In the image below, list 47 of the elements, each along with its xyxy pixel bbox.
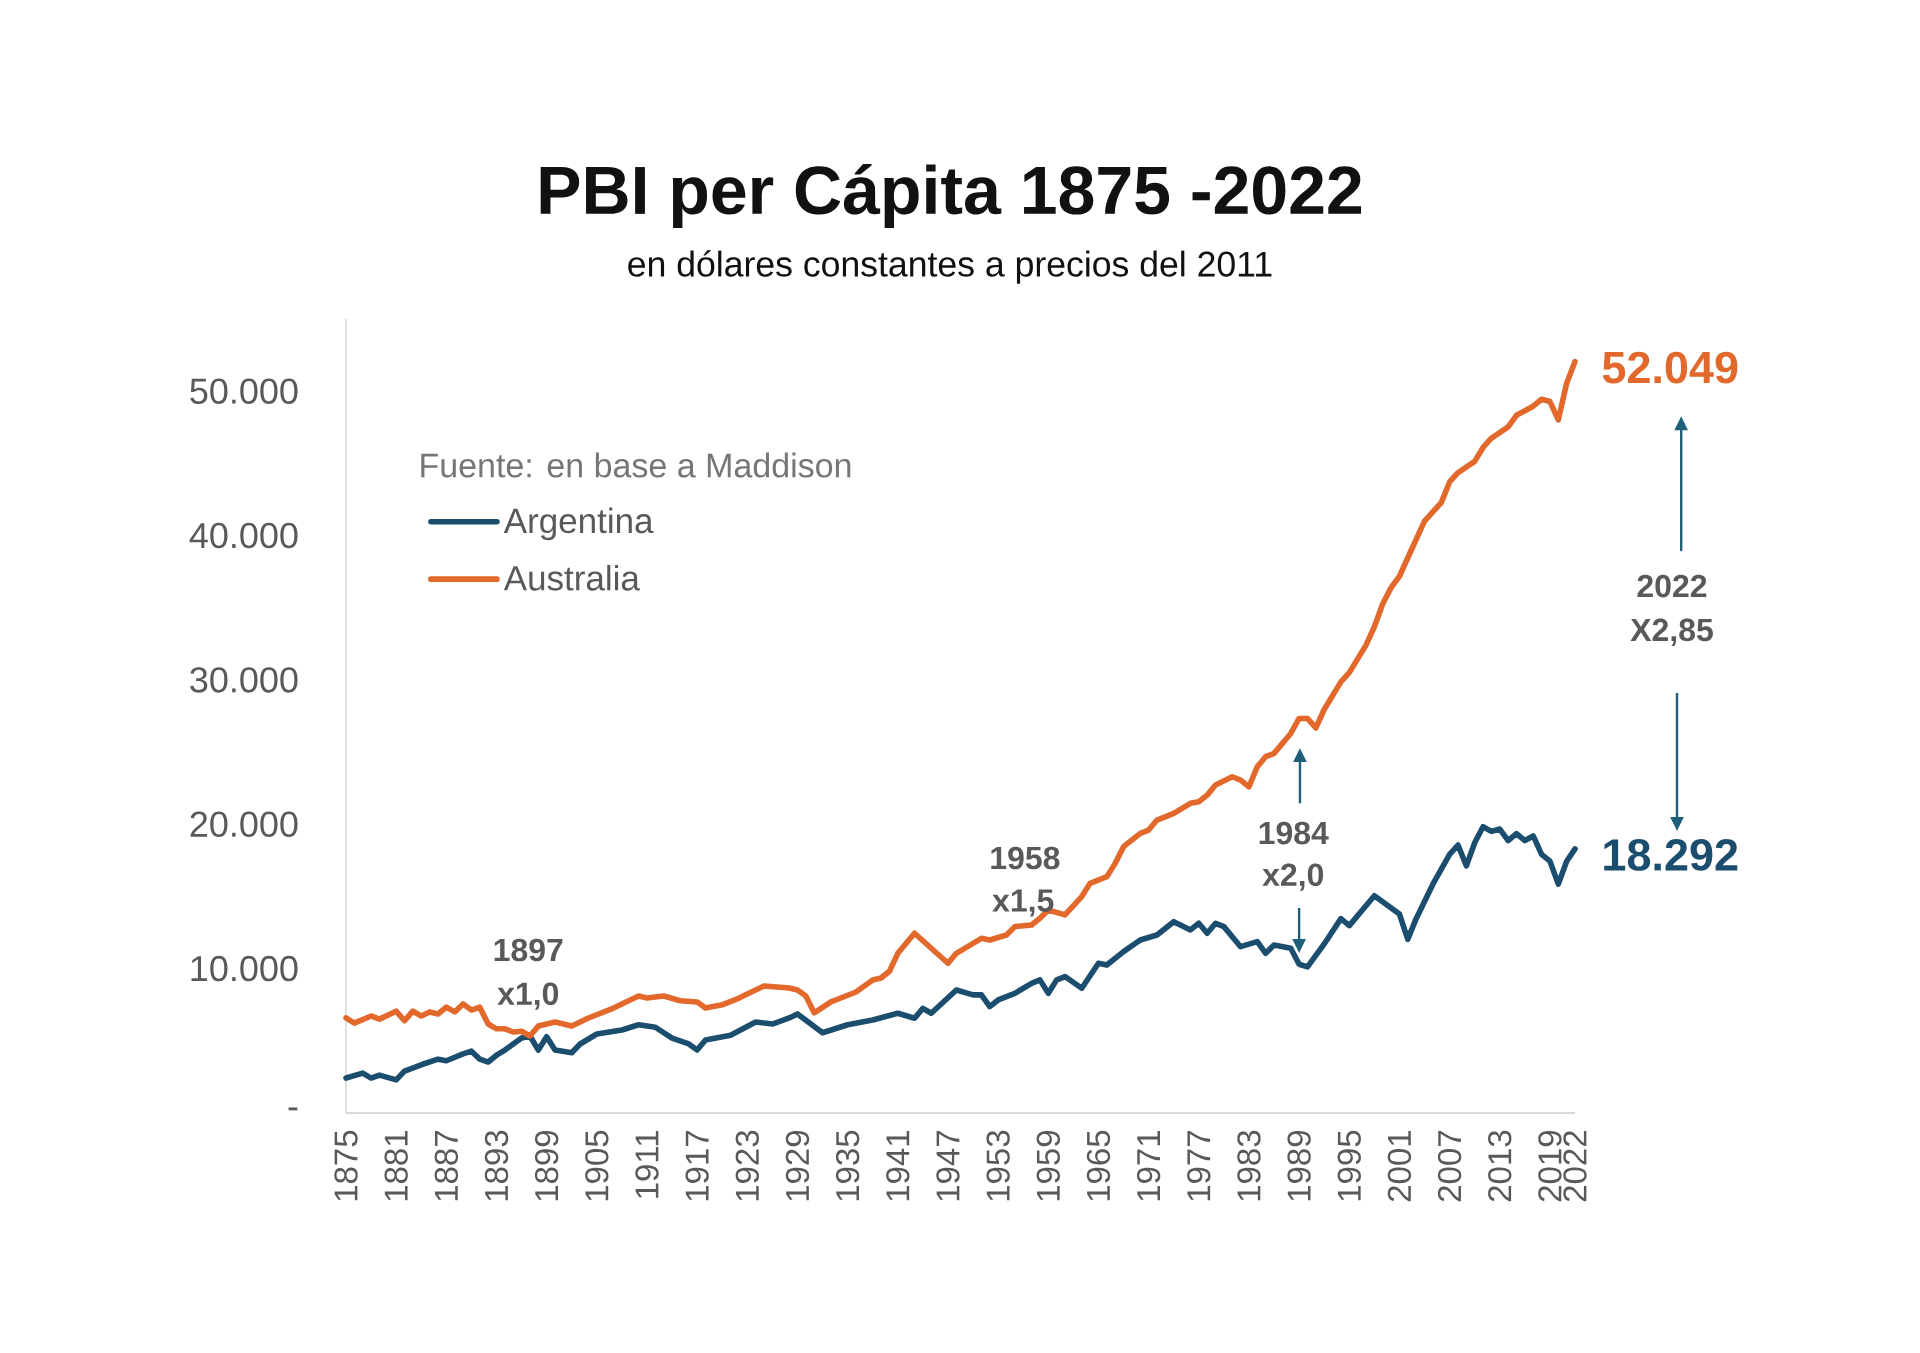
x-tick-label: 1935 [835,1130,860,1201]
text: X2,85 [1630,618,1713,646]
x-tick-label: 1983 [1237,1130,1261,1201]
x-tick-label: 2022 [1563,1131,1587,1202]
x-tick-label: 1929 [785,1130,810,1201]
x-tick-label: 2013 [1488,1130,1512,1202]
y-tick-label: - [288,1107,298,1111]
x-tick-label: 2001 [1387,1131,1412,1202]
x-tick-label: 1959 [1036,1130,1060,1201]
x-tick-label: 1905 [585,1130,609,1201]
x-tick-label: 1923 [735,1130,759,1201]
x-tick-label: 1875 [334,1130,358,1201]
x-tick-label: 2019 [1538,1130,1562,1202]
y-tick-label: 10.000 [191,955,298,982]
y-tick-label: 30.000 [190,667,298,693]
x-tick-label: 2007 [1437,1131,1462,1202]
annotation: x2,0 [1262,863,1324,891]
text: 2022 [1637,574,1707,598]
annotation: x1,0 [497,982,559,1010]
legend-label: Australia [503,564,640,591]
chart-title: PBI per Cápita 1875 -2022 [540,163,1362,228]
x-tick-label: 1989 [1287,1130,1311,1201]
y-tick-label: 20.000 [190,811,298,837]
data-label: 52.049 [1602,351,1738,384]
x-tick-label: 1899 [534,1130,559,1201]
y-tick-label: 50.000 [190,378,298,404]
x-tick-label: 1977 [1187,1131,1211,1201]
annotation: 1958 [991,846,1060,870]
annotation: Fuente: en base a Maddison [421,452,851,478]
annotation: x1,5 [992,889,1054,917]
x-tick-label: 1947 [936,1131,960,1201]
x-tick-label: 1995 [1337,1130,1361,1201]
data-label: 18.292 [1604,838,1738,871]
annotation: 1897 [494,938,563,962]
x-tick-label: 1965 [1086,1130,1111,1201]
x-tick-label: 1917 [685,1131,709,1201]
x-tick-label: 1893 [484,1130,509,1201]
x-tick-label: 1887 [434,1131,459,1201]
x-tick-label: 1911 [635,1131,659,1198]
x-tick-label: 1953 [986,1130,1010,1201]
x-tick-label: 1881 [384,1131,408,1201]
annotation: 1984 [1259,821,1329,845]
legend-label: Argentina [503,507,654,541]
x-tick-label: 1941 [886,1131,910,1201]
y-tick-label: 40.000 [189,522,298,549]
x-tick-label: 1971 [1136,1131,1161,1201]
chart-subtitle: en dólares constantes a precios del 2011 [628,250,1272,284]
